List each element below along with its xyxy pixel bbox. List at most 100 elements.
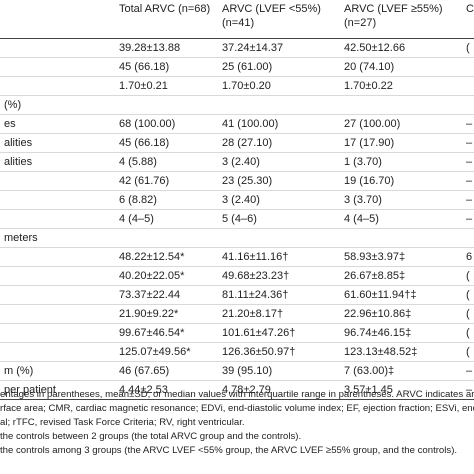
table-cell: 4 (4–5): [115, 209, 218, 229]
table-cell: (: [462, 342, 474, 362]
table-cell: 123.13±48.52‡: [340, 342, 462, 362]
table-cell: 46 (67.65): [115, 361, 218, 381]
table-cell: ARVC (LVEF <55%) (n=41): [218, 0, 340, 39]
table-cell: 3.57±1.45: [340, 380, 462, 400]
table-cell: 81.11±24.36†: [218, 285, 340, 305]
table-row: m (%) 46 (67.65) 39 (95.10) 7 (63.00)‡ –: [0, 361, 474, 381]
table-cell: –: [462, 114, 474, 134]
table-cell: meters: [0, 228, 115, 248]
table-cell: –: [462, 171, 474, 191]
table-row: 125.07±49.56* 126.36±50.97† 123.13±48.52‡(: [0, 342, 474, 362]
table-cell: [0, 342, 115, 362]
table-row: meters: [0, 228, 474, 248]
table-cell: 4.78±2.79: [218, 380, 340, 400]
table-row: 45 (66.18) 25 (61.00) 20 (74.10): [0, 57, 474, 77]
table-cell: 1.70±0.22: [340, 76, 462, 96]
table-cell: 1.70±0.20: [218, 76, 340, 96]
table-cell: 42.50±12.66: [340, 38, 462, 58]
table-row: 40.20±22.05* 49.68±23.23† 26.67±8.85‡(: [0, 266, 474, 286]
table-cell: alities: [0, 133, 115, 153]
table-cell: 68 (100.00): [115, 114, 218, 134]
table-cell: [0, 247, 115, 267]
table-cell: 99.67±46.54*: [115, 323, 218, 343]
table-cell: [462, 228, 474, 248]
table-cell: 4 (5.88): [115, 152, 218, 172]
table-cell: [462, 95, 474, 115]
table-cell: 73.37±22.44: [115, 285, 218, 305]
table-cell: (: [462, 38, 474, 58]
table-cell: 45 (66.18): [115, 133, 218, 153]
table-cell: 41.16±11.16†: [218, 247, 340, 267]
table-row: alities 4 (5.88) 3 (2.40) 1 (3.70) –: [0, 152, 474, 172]
table-cell: 3 (3.70): [340, 190, 462, 210]
table-row: (%): [0, 95, 474, 115]
table-cell: 37.24±14.37: [218, 38, 340, 58]
footnote: al; rTFC, revised Task Force Criteria; R…: [0, 417, 245, 428]
table-cell: C: [462, 0, 474, 39]
table-cell: –: [462, 380, 474, 400]
table-cell: 21.20±8.17†: [218, 304, 340, 324]
table-cell: (: [462, 304, 474, 324]
table-cell: [340, 95, 462, 115]
table-cell: 4 (4–5): [340, 209, 462, 229]
table-cell: 22.96±10.86‡: [340, 304, 462, 324]
table-cell: 4.44±2.53: [115, 380, 218, 400]
table-cell: [0, 266, 115, 286]
table-cell: [218, 95, 340, 115]
table-cell: 101.61±47.26†: [218, 323, 340, 343]
table-cell: [462, 57, 474, 77]
table-cell: [218, 228, 340, 248]
table-row: per patient 4.44±2.53 4.78±2.79 3.57±1.45–: [0, 380, 474, 400]
table-cell: 21.90±9.22*: [115, 304, 218, 324]
table-cell: 28 (27.10): [218, 133, 340, 153]
table-row: 4 (4–5) 5 (4–6) 4 (4–5) –: [0, 209, 474, 229]
table-cell: –: [462, 190, 474, 210]
footnote: the controls among 3 groups (the ARVC LV…: [0, 445, 458, 456]
table-cell: [0, 76, 115, 96]
table-cell: 39 (95.10): [218, 361, 340, 381]
table-cell: 42 (61.76): [115, 171, 218, 191]
table-cell: 126.36±50.97†: [218, 342, 340, 362]
table-cell: per patient: [0, 380, 115, 400]
table-row: 99.67±46.54* 101.61±47.26† 96.74±46.15‡(: [0, 323, 474, 343]
table-cell: 49.68±23.23†: [218, 266, 340, 286]
footnote: rface area; CMR, cardiac magnetic resona…: [0, 403, 474, 414]
table-cell: 25 (61.00): [218, 57, 340, 77]
table-cell: es: [0, 114, 115, 134]
table-cell: [0, 171, 115, 191]
table-cell: 19 (16.70): [340, 171, 462, 191]
table-row: es 68 (100.00) 41 (100.00) 27 (100.00) –: [0, 114, 474, 134]
table-cell: –: [462, 361, 474, 381]
table-cell: 6: [462, 247, 474, 267]
table-cell: m (%): [0, 361, 115, 381]
table-cell: 41 (100.00): [218, 114, 340, 134]
table-cell: (%): [0, 95, 115, 115]
table-cell: alities: [0, 152, 115, 172]
table-row: 73.37±22.44 81.11±24.36† 61.60±11.94†‡(: [0, 285, 474, 305]
data-table: Total ARVC (n=68) ARVC (LVEF <55%) (n=41)…: [0, 0, 474, 400]
table-cell: 125.07±49.56*: [115, 342, 218, 362]
table-cell: [462, 76, 474, 96]
table-row: 42 (61.76) 23 (25.30) 19 (16.70) –: [0, 171, 474, 191]
table-cell: 17 (17.90): [340, 133, 462, 153]
table-cell: 48.22±12.54*: [115, 247, 218, 267]
table-cell: [0, 190, 115, 210]
footnotes: entages in parentheses, mean±SD, or medi…: [0, 388, 474, 458]
table-cell: 39.28±13.88: [115, 38, 218, 58]
table-cell: 6 (8.82): [115, 190, 218, 210]
table-cell: (: [462, 266, 474, 286]
table-cell: (: [462, 285, 474, 305]
table-cell: 1 (3.70): [340, 152, 462, 172]
table-cell: 26.67±8.85‡: [340, 266, 462, 286]
table-cell: [0, 0, 115, 39]
table-cell: 3 (2.40): [218, 190, 340, 210]
table-cell: [0, 57, 115, 77]
table-cell: [0, 285, 115, 305]
table-cell: 5 (4–6): [218, 209, 340, 229]
table-cell: 40.20±22.05*: [115, 266, 218, 286]
footnote: entages in parentheses, mean±SD, or medi…: [0, 389, 474, 400]
table-cell: [0, 323, 115, 343]
table-cell: 45 (66.18): [115, 57, 218, 77]
table-cell: [340, 228, 462, 248]
